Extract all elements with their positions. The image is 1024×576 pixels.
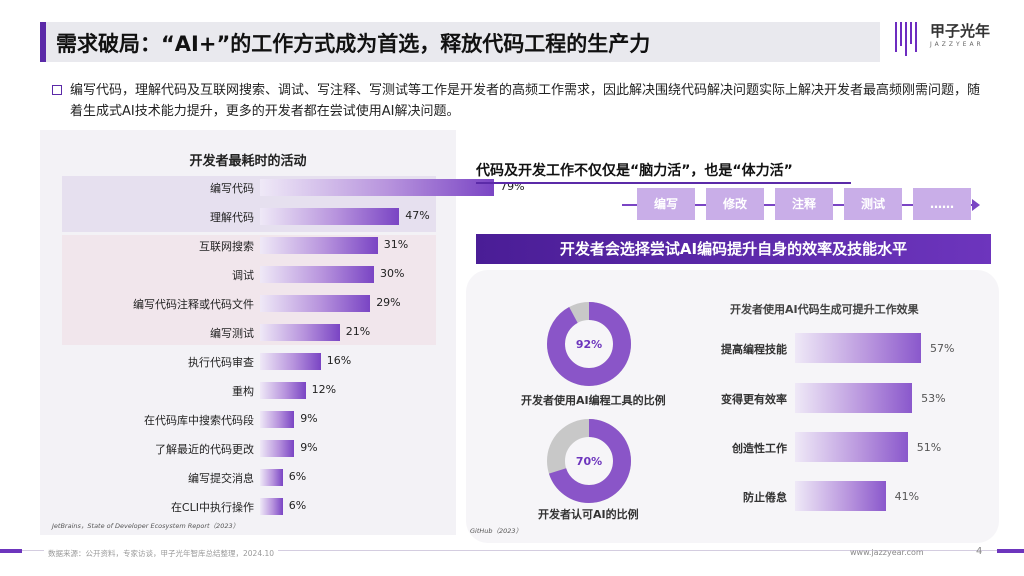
- left-bar-value: 6%: [288, 470, 307, 483]
- left-bar-row: 互联网搜索 31%: [40, 235, 460, 255]
- left-chart-source: JetBrains，State of Developer Ecosystem R…: [52, 522, 240, 530]
- right-bar-label: 创造性工作: [732, 442, 787, 455]
- left-bar-row: 理解代码 47%: [40, 206, 460, 226]
- donut-label-ai-approval: 开发者认可AI的比例: [538, 508, 639, 521]
- footer-source: 数据来源：公开资料，专家访谈，甲子光年智库总结整理，2024.10: [44, 548, 279, 559]
- left-bar-value: 31%: [383, 238, 409, 251]
- left-bar-value: 30%: [380, 267, 405, 280]
- left-bar: [260, 440, 295, 457]
- left-bar-label: 在代码库中搜索代码段: [144, 414, 254, 427]
- left-bar-label: 调试: [232, 269, 254, 282]
- flow-step-more: ……: [913, 188, 971, 220]
- left-bar-label: 编写提交消息: [188, 472, 254, 485]
- left-bar-row: 编写代码 79%: [40, 177, 525, 197]
- left-bar: [260, 411, 295, 428]
- right-bar: [795, 333, 921, 363]
- left-bar-value: 29%: [376, 296, 401, 309]
- left-bar-label: 重构: [232, 385, 254, 398]
- footer-accent-right: [997, 549, 1024, 553]
- donut-chart-ai-tools: 92%: [547, 302, 631, 386]
- left-bar: [260, 498, 283, 515]
- page-title: 需求破局：“AI+”的工作方式成为首选，释放代码工程的生产力: [56, 32, 651, 56]
- footer-accent-left: [0, 549, 22, 553]
- left-bar: [260, 353, 321, 370]
- jazzyear-logo-icon: [895, 22, 917, 56]
- left-bar-value: 6%: [288, 499, 307, 512]
- right-heading: 代码及开发工作不仅仅是“脑力活”，也是“体力活”: [476, 163, 793, 179]
- right-bar-label: 防止倦怠: [743, 491, 787, 504]
- left-chart-title: 开发者最耗时的活动: [189, 154, 307, 169]
- left-bar-value: 12%: [311, 383, 337, 396]
- left-bar-value: 9%: [300, 441, 318, 454]
- flow-step-write: 编写: [637, 188, 695, 220]
- left-bar: [260, 237, 378, 254]
- left-bar: [260, 295, 371, 312]
- flow-step-test: 测试: [844, 188, 902, 220]
- donut-value-label: 70%: [576, 455, 602, 468]
- left-bar-row: 了解最近的代码更改 9%: [40, 438, 460, 458]
- left-bar-row: 编写代码注释或代码文件 29%: [40, 293, 460, 313]
- donut-value-segment: [547, 419, 631, 503]
- left-bar-value: 21%: [345, 325, 371, 338]
- left-bar-row: 重构 12%: [40, 380, 460, 400]
- left-bar-value: 47%: [405, 209, 430, 222]
- left-bar: [260, 179, 495, 196]
- left-bar-label: 编写代码注释或代码文件: [133, 298, 254, 311]
- right-bar-chart-title: 开发者使用AI代码生成可提升工作效果: [730, 303, 919, 316]
- left-bar-row: 编写提交消息 6%: [40, 467, 460, 487]
- left-bar: [260, 208, 400, 225]
- right-bar: [795, 481, 886, 511]
- left-bar-label: 编写代码: [210, 182, 254, 195]
- right-bar-label: 变得更有效率: [721, 393, 787, 406]
- arrow-right-icon: [972, 199, 980, 211]
- title-bar: [40, 22, 880, 62]
- left-bar-label: 互联网搜索: [199, 240, 254, 253]
- right-chart-source: GitHub（2023）: [470, 527, 523, 535]
- right-bar-value: 57%: [930, 342, 955, 355]
- donut-label-ai-tools: 开发者使用AI编程工具的比例: [521, 394, 666, 407]
- donut-value-segment: [547, 302, 631, 386]
- intro-paragraph: 编写代码，理解代码及互联网搜索、调试、写注释、写测试等工作是开发者的高频工作需求…: [70, 83, 981, 119]
- logo-subtext: JAZZYEAR: [930, 41, 984, 48]
- right-bar: [795, 432, 908, 462]
- right-heading-underline: [476, 182, 851, 184]
- left-bar-row: 在CLI中执行操作 6%: [40, 496, 460, 516]
- right-bar-value: 51%: [916, 441, 942, 454]
- left-bar-value: 9%: [300, 412, 318, 425]
- banner: 开发者会选择尝试AI编码提升自身的效率及技能水平: [476, 234, 991, 264]
- footer-divider: [22, 550, 997, 551]
- right-bar: [795, 383, 913, 413]
- flow-step-comment: 注释: [775, 188, 833, 220]
- left-bar: [260, 266, 374, 283]
- left-bar-value: 16%: [326, 354, 352, 367]
- left-bar-row: 调试 30%: [40, 264, 460, 284]
- left-bar: [260, 324, 340, 341]
- left-bar-label: 编写测试: [210, 327, 254, 340]
- left-bar-label: 执行代码审查: [188, 356, 254, 369]
- title-accent: [40, 22, 46, 62]
- left-bar-label: 理解代码: [210, 211, 254, 224]
- left-bar-row: 执行代码审查 16%: [40, 351, 460, 371]
- donut-chart-ai-approval: 70%: [547, 419, 631, 503]
- right-bar-label: 提高编程技能: [721, 343, 787, 356]
- footer-url[interactable]: www.jazzyear.com: [850, 548, 924, 557]
- right-bar-value: 53%: [921, 392, 946, 405]
- left-bar: [260, 469, 283, 486]
- left-bar-row: 编写测试 21%: [40, 322, 460, 342]
- page-number: 4: [976, 546, 983, 557]
- logo-text: 甲子光年: [930, 22, 991, 40]
- bullet-square-icon: [52, 85, 62, 95]
- flow-step-modify: 修改: [706, 188, 764, 220]
- right-bar-value: 41%: [894, 490, 920, 503]
- left-bar-row: 在代码库中搜索代码段 9%: [40, 409, 460, 429]
- donut-value-label: 92%: [576, 338, 602, 351]
- left-bar: [260, 382, 306, 399]
- left-bar-label: 在CLI中执行操作: [170, 501, 254, 514]
- left-bar-label: 了解最近的代码更改: [155, 443, 254, 456]
